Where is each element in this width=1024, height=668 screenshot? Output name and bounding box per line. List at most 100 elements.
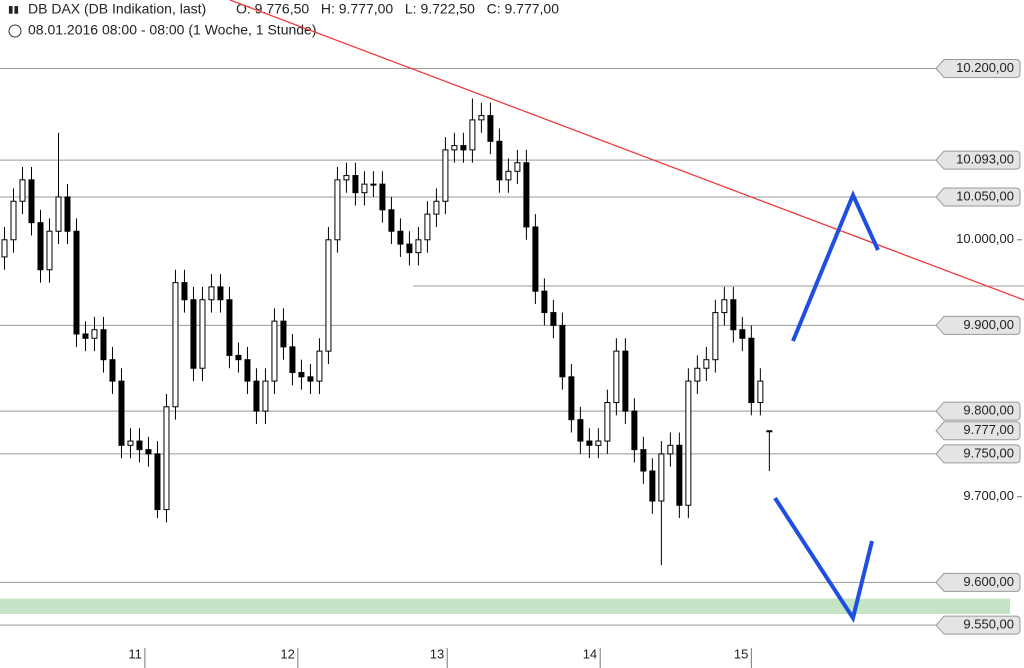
candle-body	[316, 350, 323, 382]
candle-body	[721, 299, 728, 314]
candle-body	[127, 440, 134, 446]
candle-body	[433, 200, 440, 215]
candle-body	[100, 329, 107, 361]
candle-body	[46, 230, 53, 271]
candle-body	[217, 286, 224, 301]
candle-body	[226, 299, 233, 356]
candle-body	[19, 179, 26, 202]
candle-body	[118, 380, 125, 446]
candle-body	[523, 162, 530, 228]
candle-body	[136, 440, 143, 451]
candle-body	[712, 312, 719, 361]
x-tick-label: 15	[734, 646, 748, 661]
candle-body	[631, 410, 638, 451]
candle-body	[613, 350, 620, 404]
candle-body	[604, 402, 611, 442]
zone	[0, 598, 1010, 615]
candle-body	[253, 380, 260, 412]
level-label: 9.750,00	[963, 445, 1014, 460]
trend-line	[229, 0, 1024, 301]
arrow-down	[773, 496, 874, 623]
level-label: 10.050,00	[956, 188, 1014, 203]
candle-body	[10, 200, 17, 241]
y-tick-label: 9.700,00	[963, 488, 1014, 503]
candle-body	[559, 324, 566, 378]
candle-body	[766, 430, 773, 433]
candle-body	[505, 170, 512, 181]
candle-body	[676, 444, 683, 506]
candle-body	[550, 312, 557, 326]
candle-body	[271, 320, 278, 382]
candle-body	[280, 320, 287, 348]
candles-layer	[1, 98, 773, 566]
candle-body	[145, 449, 152, 455]
candle-body	[658, 453, 665, 502]
candle-body	[37, 222, 44, 271]
level-box	[935, 59, 1021, 79]
candle-body	[352, 175, 359, 194]
candle-body	[685, 380, 692, 506]
candle-body	[586, 440, 593, 446]
candle-body	[55, 196, 62, 232]
candle-body	[73, 230, 80, 335]
candle-body	[91, 329, 98, 339]
level-label: 9.900,00	[963, 317, 1014, 332]
candle-body	[469, 119, 476, 151]
level-label: 9.800,00	[963, 403, 1014, 418]
candle-body	[82, 333, 89, 339]
candle-body	[622, 350, 629, 412]
level-box	[935, 444, 1021, 464]
candle-body	[757, 380, 764, 404]
candle-body	[406, 243, 413, 254]
candle-body	[28, 179, 35, 224]
candle-body	[307, 376, 314, 382]
candle-body	[163, 406, 170, 511]
candle-body	[397, 230, 404, 245]
candle-body	[415, 239, 422, 254]
x-tick-label: 12	[280, 646, 294, 661]
candle-body	[424, 213, 431, 241]
candle-body	[199, 299, 206, 369]
candle-body	[181, 282, 188, 301]
candle-body	[388, 209, 395, 232]
candle-body	[568, 376, 575, 421]
candle-body	[1, 239, 8, 258]
candle-body	[748, 337, 755, 404]
candle-body	[487, 115, 494, 142]
candle-body	[361, 183, 368, 194]
level-box	[935, 572, 1021, 592]
axis-layer: 10.200,00 10.093,00 10.050,00 9.900,00 9.800…	[128, 59, 1022, 668]
candle-body	[496, 140, 503, 181]
candle-body	[190, 299, 197, 369]
candle-body	[514, 162, 521, 172]
chart-quote: O: 9.776,50 H: 9.777,00 L: 9.722,50 C: 9…	[236, 1, 559, 17]
candle-body	[703, 359, 710, 369]
level-label: 9.600,00	[963, 574, 1014, 589]
candle-body	[343, 175, 350, 181]
level-label: 9.550,00	[963, 617, 1014, 632]
candle-body	[289, 346, 296, 374]
candle-body	[244, 359, 251, 382]
candle-body	[694, 367, 701, 382]
candle-body	[298, 372, 305, 378]
x-tick-label: 11	[128, 646, 142, 661]
clock-icon	[8, 24, 22, 38]
price-marker-label: 9.777,00	[963, 422, 1014, 437]
x-tick-label: 13	[430, 646, 444, 661]
background-layer	[0, 68, 1010, 626]
candle-body	[541, 290, 548, 314]
level-box	[935, 401, 1021, 421]
level-label: 10.200,00	[956, 60, 1014, 75]
price-marker-box	[935, 421, 1021, 441]
candle-body	[460, 145, 467, 151]
candle-body	[262, 380, 269, 412]
level-box	[935, 315, 1021, 335]
candle-body	[478, 115, 485, 121]
level-box	[935, 187, 1021, 207]
level-label: 10.093,00	[956, 152, 1014, 167]
arrow-up	[791, 189, 880, 342]
level-box	[935, 150, 1021, 170]
candle-body	[379, 183, 386, 211]
candle-body	[208, 286, 215, 301]
